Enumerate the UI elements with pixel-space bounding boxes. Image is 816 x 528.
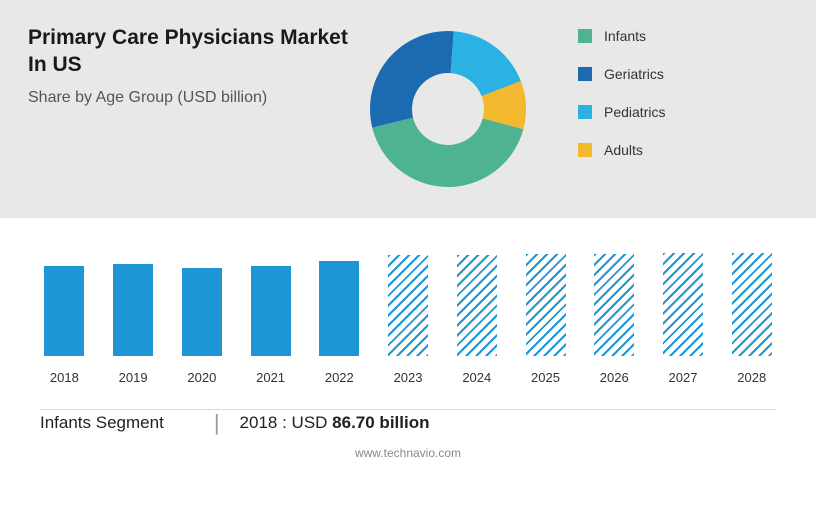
legend-swatch <box>578 29 592 43</box>
bar-forecast <box>732 253 772 356</box>
legend: Infants Geriatrics Pediatrics Adults <box>548 24 788 218</box>
bar-chart: 2018 2019 2020 2021 2022 2023 2024 2025 2026 2027… <box>0 218 816 385</box>
bar-year-label: 2021 <box>246 370 295 385</box>
bar-actual <box>113 264 153 356</box>
segment-value: 2018 : USD 86.70 billion <box>240 413 430 433</box>
bar-year-label: 2023 <box>384 370 433 385</box>
bar-column <box>590 254 639 356</box>
bar-column <box>315 261 364 356</box>
bar-year-label: 2028 <box>727 370 776 385</box>
bar-column <box>246 266 295 356</box>
legend-swatch <box>578 67 592 81</box>
bar-actual <box>44 266 84 356</box>
legend-label: Adults <box>604 142 643 158</box>
title-block: Primary Care Physicians Market In US Sha… <box>28 24 348 218</box>
legend-item: Adults <box>578 142 788 158</box>
legend-item: Infants <box>578 28 788 44</box>
legend-swatch <box>578 143 592 157</box>
bar-forecast <box>388 255 428 356</box>
bar-forecast <box>526 254 566 356</box>
segment-label: Infants Segment <box>40 413 194 433</box>
bar-actual <box>251 266 291 356</box>
bar-actual <box>182 268 222 356</box>
bar-column <box>177 268 226 356</box>
bar-year-label: 2020 <box>177 370 226 385</box>
separator: | <box>194 410 240 436</box>
top-section: Primary Care Physicians Market In US Sha… <box>0 0 816 218</box>
bar-year-label: 2026 <box>590 370 639 385</box>
chart-subtitle: Share by Age Group (USD billion) <box>28 89 348 107</box>
legend-label: Infants <box>604 28 646 44</box>
bar-year-label: 2022 <box>315 370 364 385</box>
bar-column <box>384 255 433 356</box>
bar-actual <box>319 261 359 356</box>
bar-year-label: 2025 <box>521 370 570 385</box>
donut-slice <box>372 118 523 187</box>
donut-slice <box>370 31 454 128</box>
bar-forecast <box>457 255 497 356</box>
legend-item: Geriatrics <box>578 66 788 82</box>
donut-chart <box>348 24 548 218</box>
bar-column <box>109 264 158 356</box>
chart-title: Primary Care Physicians Market In US <box>28 24 348 79</box>
bar-column <box>521 254 570 356</box>
footer-line: Infants Segment | 2018 : USD 86.70 billi… <box>40 409 776 436</box>
bar-column <box>659 253 708 356</box>
legend-swatch <box>578 105 592 119</box>
bar-year-label: 2019 <box>109 370 158 385</box>
legend-item: Pediatrics <box>578 104 788 120</box>
bar-column <box>40 266 89 356</box>
bar-year-label: 2018 <box>40 370 89 385</box>
bar-year-label: 2027 <box>659 370 708 385</box>
bar-year-label: 2024 <box>452 370 501 385</box>
bar-column <box>452 255 501 356</box>
footer: Infants Segment | 2018 : USD 86.70 billi… <box>0 385 816 460</box>
source-url: www.technavio.com <box>40 446 776 460</box>
bar-forecast <box>594 254 634 356</box>
bar-forecast <box>663 253 703 356</box>
legend-label: Geriatrics <box>604 66 664 82</box>
legend-label: Pediatrics <box>604 104 665 120</box>
bar-column <box>727 253 776 356</box>
